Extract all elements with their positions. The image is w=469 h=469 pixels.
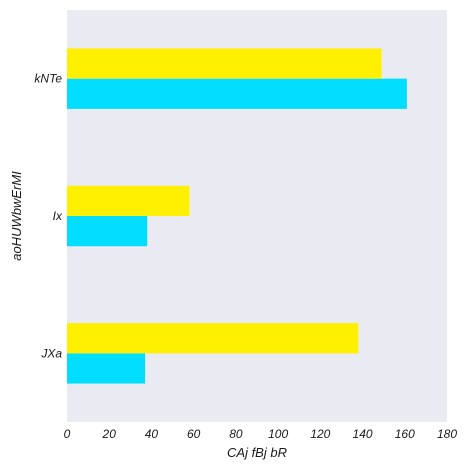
bar-kNTe-series-1 xyxy=(67,78,407,109)
y-axis-label: aoHUWbwErMI xyxy=(9,171,24,261)
x-tick-label: 180 xyxy=(437,427,457,441)
y-tick-labels: JXa Ix kNTe xyxy=(34,72,63,361)
bar-Ix-series-1 xyxy=(67,216,148,247)
x-tick-labels: 0 20 40 60 80 100 120 140 160 180 xyxy=(64,427,458,441)
x-tick-label: 80 xyxy=(229,427,243,441)
bar-JXa-series-1 xyxy=(67,353,146,384)
x-tick-label: 100 xyxy=(268,427,288,441)
bar-JXa-series-2 xyxy=(67,323,359,354)
bar-Ix-series-2 xyxy=(67,185,190,216)
x-tick-label: 60 xyxy=(187,427,201,441)
x-tick-label: 40 xyxy=(145,427,159,441)
x-axis-label: CAj fBj bR xyxy=(227,445,287,460)
bar-kNTe-series-2 xyxy=(67,48,382,79)
y-tick-label: Ix xyxy=(53,209,63,223)
x-tick-label: 140 xyxy=(353,427,373,441)
x-tick-label: 20 xyxy=(102,427,117,441)
bars-group xyxy=(67,48,407,384)
y-tick-label: JXa xyxy=(40,346,62,360)
y-tick-label: kNTe xyxy=(34,72,62,86)
x-tick-label: 120 xyxy=(310,427,330,441)
x-tick-label: 160 xyxy=(395,427,415,441)
x-tick-label: 0 xyxy=(64,427,71,441)
